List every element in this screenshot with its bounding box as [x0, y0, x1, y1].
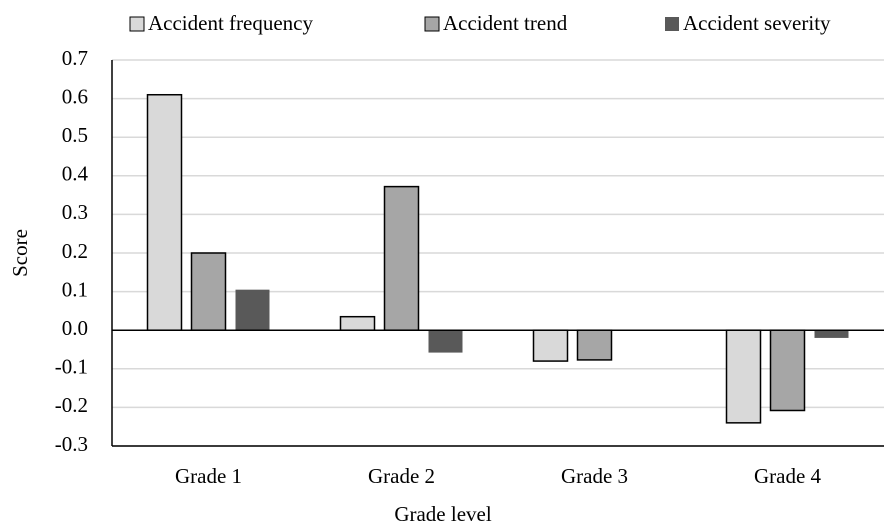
- y-tick-label: 0.7: [62, 46, 88, 70]
- bar: [428, 330, 463, 353]
- legend-label: Accident trend: [443, 11, 568, 35]
- bar: [190, 252, 227, 331]
- x-tick-label: Grade 3: [561, 464, 628, 488]
- y-tick-label: 0.1: [62, 277, 88, 301]
- y-tick-label: 0.0: [62, 316, 88, 340]
- y-tick-label: 0.5: [62, 123, 88, 147]
- y-tick-label: 0.6: [62, 84, 88, 108]
- legend-swatch: [129, 16, 145, 32]
- y-tick-label: 0.3: [62, 200, 88, 224]
- legend-label: Accident severity: [683, 11, 831, 35]
- legend-label: Accident frequency: [148, 11, 313, 35]
- bar: [576, 329, 613, 361]
- legend-swatch: [424, 16, 440, 32]
- y-tick-label: -0.3: [55, 432, 88, 456]
- bar: [532, 329, 569, 362]
- x-axis-label: Grade level: [394, 502, 492, 526]
- bar: [383, 185, 420, 331]
- y-tick-label: -0.1: [55, 355, 88, 379]
- x-tick-label: Grade 1: [175, 464, 242, 488]
- legend-swatch: [665, 17, 679, 31]
- y-tick-label: 0.2: [62, 239, 88, 263]
- x-tick-label: Grade 4: [754, 464, 822, 488]
- x-tick-label: Grade 2: [368, 464, 435, 488]
- bar: [725, 329, 762, 424]
- bar: [146, 93, 183, 331]
- bar: [769, 329, 806, 412]
- y-tick-label: 0.4: [62, 162, 89, 186]
- bar: [814, 330, 849, 338]
- bar: [235, 289, 270, 331]
- bar: [339, 315, 376, 331]
- y-axis-label: Score: [8, 229, 32, 277]
- y-tick-label: -0.2: [55, 393, 88, 417]
